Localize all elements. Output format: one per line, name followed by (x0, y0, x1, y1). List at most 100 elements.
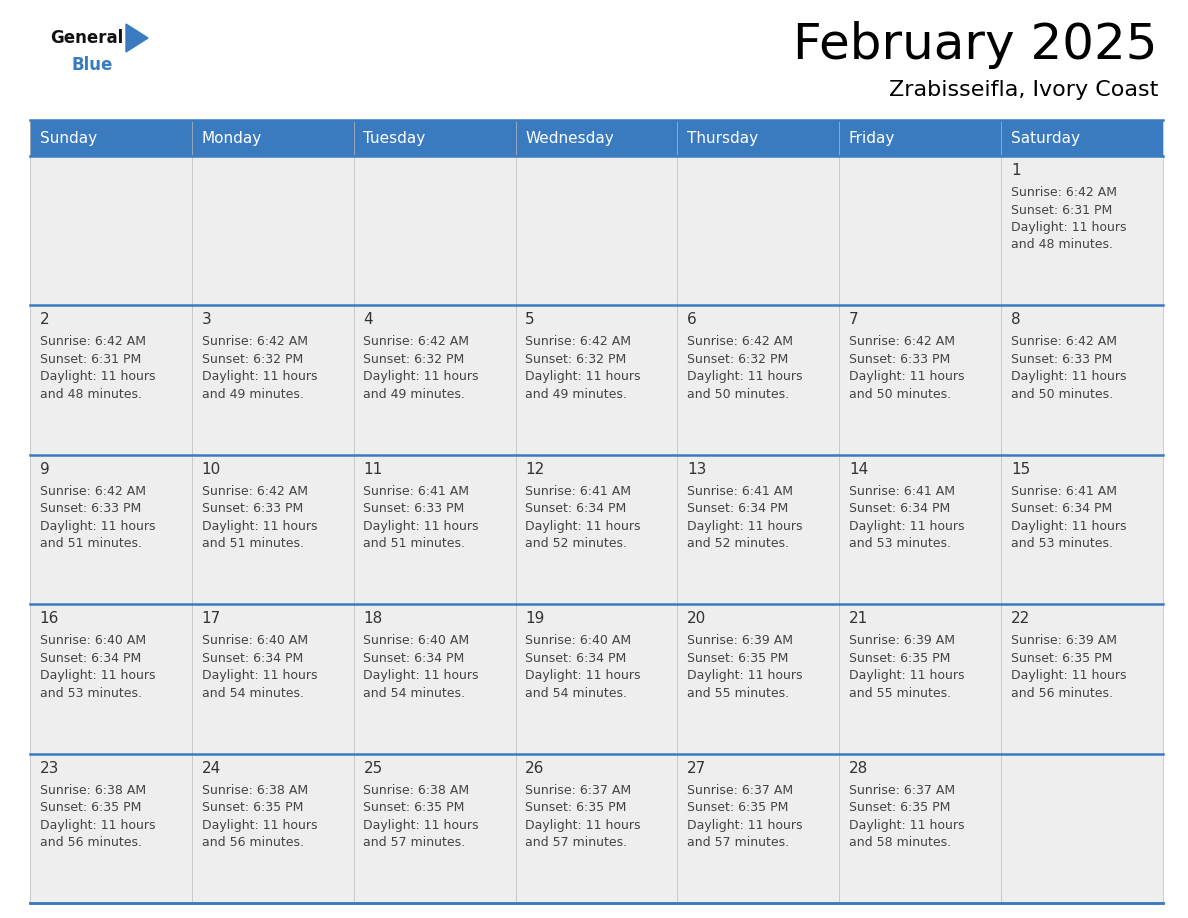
Text: Zrabisseifla, Ivory Coast: Zrabisseifla, Ivory Coast (889, 80, 1158, 100)
Text: Daylight: 11 hours: Daylight: 11 hours (687, 819, 803, 832)
Text: Sunrise: 6:42 AM: Sunrise: 6:42 AM (525, 335, 631, 349)
Polygon shape (126, 24, 148, 52)
Text: Saturday: Saturday (1011, 130, 1080, 145)
Text: and 51 minutes.: and 51 minutes. (202, 537, 304, 550)
Text: Sunrise: 6:37 AM: Sunrise: 6:37 AM (525, 784, 631, 797)
Text: and 49 minutes.: and 49 minutes. (364, 388, 466, 401)
Text: 25: 25 (364, 761, 383, 776)
Text: and 56 minutes.: and 56 minutes. (1011, 687, 1113, 700)
Text: Sunset: 6:32 PM: Sunset: 6:32 PM (687, 353, 789, 366)
FancyBboxPatch shape (516, 120, 677, 156)
Text: Daylight: 11 hours: Daylight: 11 hours (1011, 520, 1126, 532)
Text: 14: 14 (849, 462, 868, 476)
Text: and 55 minutes.: and 55 minutes. (687, 687, 789, 700)
Text: Sunset: 6:33 PM: Sunset: 6:33 PM (39, 502, 141, 515)
Text: Sunrise: 6:38 AM: Sunrise: 6:38 AM (39, 784, 146, 797)
Text: Daylight: 11 hours: Daylight: 11 hours (202, 819, 317, 832)
Text: Sunset: 6:35 PM: Sunset: 6:35 PM (39, 801, 141, 814)
Text: 24: 24 (202, 761, 221, 776)
FancyBboxPatch shape (30, 604, 1163, 754)
Text: and 48 minutes.: and 48 minutes. (39, 388, 141, 401)
Text: Sunrise: 6:41 AM: Sunrise: 6:41 AM (364, 485, 469, 498)
Text: Sunrise: 6:41 AM: Sunrise: 6:41 AM (687, 485, 794, 498)
Text: 27: 27 (687, 761, 707, 776)
Text: 10: 10 (202, 462, 221, 476)
Text: Daylight: 11 hours: Daylight: 11 hours (39, 520, 156, 532)
Text: and 58 minutes.: and 58 minutes. (849, 836, 952, 849)
Text: Daylight: 11 hours: Daylight: 11 hours (364, 370, 479, 384)
Text: Sunrise: 6:40 AM: Sunrise: 6:40 AM (39, 634, 146, 647)
Text: Daylight: 11 hours: Daylight: 11 hours (687, 520, 803, 532)
Text: and 54 minutes.: and 54 minutes. (202, 687, 304, 700)
Text: 1: 1 (1011, 163, 1020, 178)
FancyBboxPatch shape (30, 306, 1163, 454)
Text: Sunset: 6:35 PM: Sunset: 6:35 PM (687, 652, 789, 665)
Text: Daylight: 11 hours: Daylight: 11 hours (364, 520, 479, 532)
Text: 21: 21 (849, 611, 868, 626)
Text: Daylight: 11 hours: Daylight: 11 hours (525, 669, 640, 682)
Text: February 2025: February 2025 (794, 21, 1158, 69)
Text: 2: 2 (39, 312, 50, 328)
Text: Daylight: 11 hours: Daylight: 11 hours (202, 669, 317, 682)
FancyBboxPatch shape (30, 754, 1163, 903)
Text: Sunset: 6:32 PM: Sunset: 6:32 PM (202, 353, 303, 366)
FancyBboxPatch shape (191, 120, 354, 156)
Text: Sunset: 6:34 PM: Sunset: 6:34 PM (687, 502, 789, 515)
Text: 16: 16 (39, 611, 59, 626)
Text: Sunset: 6:35 PM: Sunset: 6:35 PM (202, 801, 303, 814)
Text: Sunrise: 6:42 AM: Sunrise: 6:42 AM (687, 335, 794, 349)
Text: Sunset: 6:35 PM: Sunset: 6:35 PM (849, 801, 950, 814)
Text: Daylight: 11 hours: Daylight: 11 hours (202, 370, 317, 384)
Text: Sunrise: 6:42 AM: Sunrise: 6:42 AM (39, 485, 146, 498)
Text: Sunrise: 6:41 AM: Sunrise: 6:41 AM (525, 485, 631, 498)
Text: Sunset: 6:33 PM: Sunset: 6:33 PM (1011, 353, 1112, 366)
Text: Sunrise: 6:39 AM: Sunrise: 6:39 AM (849, 634, 955, 647)
Text: Sunset: 6:31 PM: Sunset: 6:31 PM (39, 353, 141, 366)
Text: and 52 minutes.: and 52 minutes. (687, 537, 789, 550)
Text: Daylight: 11 hours: Daylight: 11 hours (39, 669, 156, 682)
Text: and 56 minutes.: and 56 minutes. (202, 836, 304, 849)
FancyBboxPatch shape (1001, 120, 1163, 156)
Text: Sunset: 6:34 PM: Sunset: 6:34 PM (1011, 502, 1112, 515)
Text: Sunrise: 6:38 AM: Sunrise: 6:38 AM (364, 784, 469, 797)
Text: Daylight: 11 hours: Daylight: 11 hours (39, 370, 156, 384)
Text: Sunrise: 6:40 AM: Sunrise: 6:40 AM (202, 634, 308, 647)
Text: Sunset: 6:35 PM: Sunset: 6:35 PM (1011, 652, 1112, 665)
Text: and 55 minutes.: and 55 minutes. (849, 687, 952, 700)
Text: Sunset: 6:35 PM: Sunset: 6:35 PM (687, 801, 789, 814)
Text: and 54 minutes.: and 54 minutes. (364, 687, 466, 700)
Text: Daylight: 11 hours: Daylight: 11 hours (849, 520, 965, 532)
Text: Sunset: 6:34 PM: Sunset: 6:34 PM (525, 502, 626, 515)
Text: and 56 minutes.: and 56 minutes. (39, 836, 141, 849)
Text: Sunset: 6:33 PM: Sunset: 6:33 PM (202, 502, 303, 515)
FancyBboxPatch shape (677, 120, 839, 156)
Text: and 51 minutes.: and 51 minutes. (39, 537, 141, 550)
Text: 26: 26 (525, 761, 544, 776)
Text: Daylight: 11 hours: Daylight: 11 hours (687, 669, 803, 682)
FancyBboxPatch shape (30, 454, 1163, 604)
Text: Sunrise: 6:37 AM: Sunrise: 6:37 AM (687, 784, 794, 797)
FancyBboxPatch shape (30, 156, 1163, 306)
Text: Daylight: 11 hours: Daylight: 11 hours (849, 819, 965, 832)
Text: and 57 minutes.: and 57 minutes. (525, 836, 627, 849)
Text: and 51 minutes.: and 51 minutes. (364, 537, 466, 550)
Text: Sunrise: 6:39 AM: Sunrise: 6:39 AM (687, 634, 794, 647)
Text: Thursday: Thursday (687, 130, 758, 145)
Text: and 57 minutes.: and 57 minutes. (364, 836, 466, 849)
Text: Daylight: 11 hours: Daylight: 11 hours (202, 520, 317, 532)
Text: Daylight: 11 hours: Daylight: 11 hours (849, 669, 965, 682)
Text: Sunset: 6:35 PM: Sunset: 6:35 PM (849, 652, 950, 665)
Text: 17: 17 (202, 611, 221, 626)
Text: Daylight: 11 hours: Daylight: 11 hours (364, 819, 479, 832)
Text: Sunrise: 6:37 AM: Sunrise: 6:37 AM (849, 784, 955, 797)
Text: Sunset: 6:32 PM: Sunset: 6:32 PM (364, 353, 465, 366)
Text: Sunset: 6:35 PM: Sunset: 6:35 PM (364, 801, 465, 814)
FancyBboxPatch shape (30, 120, 191, 156)
Text: Sunrise: 6:42 AM: Sunrise: 6:42 AM (849, 335, 955, 349)
Text: Sunrise: 6:42 AM: Sunrise: 6:42 AM (39, 335, 146, 349)
Text: 18: 18 (364, 611, 383, 626)
Text: Sunrise: 6:40 AM: Sunrise: 6:40 AM (525, 634, 631, 647)
Text: 7: 7 (849, 312, 859, 328)
Text: Sunset: 6:31 PM: Sunset: 6:31 PM (1011, 204, 1112, 217)
Text: 9: 9 (39, 462, 50, 476)
